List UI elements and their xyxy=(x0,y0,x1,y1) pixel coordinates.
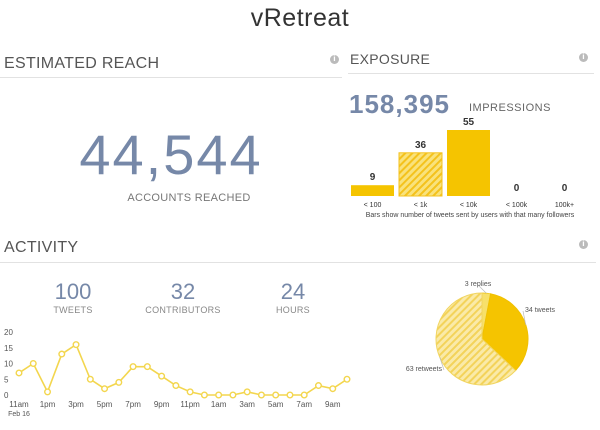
pie-label-leader xyxy=(477,284,487,294)
bar-chart-note: Bars show number of tweets sent by users… xyxy=(365,212,575,219)
y-tick-label: 10 xyxy=(4,360,13,369)
data-point xyxy=(314,382,322,390)
bar xyxy=(447,130,490,196)
info-icon[interactable]: i xyxy=(579,240,588,249)
impressions-label: IMPRESSIONS xyxy=(469,102,551,114)
x-tick-label: 3am xyxy=(239,400,255,409)
bar-category-label: 100k+ xyxy=(555,202,574,209)
activity-heading: ACTIVITY xyxy=(4,239,79,256)
data-point xyxy=(186,388,194,396)
tweets-stat-label: TWEETS xyxy=(53,305,93,315)
x-tick-label: 3pm xyxy=(68,400,84,409)
x-tick-label: 5am xyxy=(268,400,284,409)
x-tick-label: 7pm xyxy=(125,400,141,409)
data-point xyxy=(72,341,80,349)
x-tick-label: 11pm xyxy=(180,400,200,409)
pie-slice xyxy=(481,293,529,372)
contributors-stat-label: CONTRIBUTORS xyxy=(145,305,221,315)
pie-slice xyxy=(435,292,517,386)
data-point xyxy=(343,375,351,383)
section-divider xyxy=(0,262,596,263)
pie-slice-label: 63 retweets xyxy=(406,366,443,373)
y-tick-label: 5 xyxy=(4,375,9,384)
x-tick-label: 11am xyxy=(9,400,29,409)
data-point xyxy=(215,391,223,399)
y-tick-label: 15 xyxy=(4,344,13,353)
x-tick-label: 9am xyxy=(325,400,341,409)
data-point xyxy=(158,372,166,380)
bar-value-label: 9 xyxy=(370,172,376,183)
section-divider xyxy=(348,73,594,74)
follower-bar-chart: 9 < 100 36 < 1k 55 < 10k 0 < 100k 0 100k+ xyxy=(351,118,574,209)
bar-value-label: 0 xyxy=(562,183,568,194)
tweet-type-pie-chart: 3 replies 34 tweets 63 retweets xyxy=(406,281,555,386)
data-point xyxy=(44,388,52,396)
bar-category-label: < 100 xyxy=(364,202,382,209)
pie-slice-label: 34 tweets xyxy=(525,307,555,314)
bar-value-label: 36 xyxy=(415,140,427,151)
y-tick-label: 0 xyxy=(4,391,9,400)
exposure-heading: EXPOSURE xyxy=(350,51,431,67)
x-tick-label: 5pm xyxy=(97,400,113,409)
pie-label-leader xyxy=(439,357,445,371)
contributors-stat-value: 32 xyxy=(170,279,196,304)
data-point xyxy=(300,391,308,399)
data-point xyxy=(29,360,37,368)
x-tick-label: 9pm xyxy=(154,400,170,409)
data-point xyxy=(15,369,23,377)
activity-series-line xyxy=(18,343,348,396)
accounts-reached-caption: ACCOUNTS REACHED xyxy=(127,192,251,204)
section-divider xyxy=(0,77,342,78)
impressions-value: 158,395 xyxy=(349,89,450,119)
x-date-label: Feb 16 xyxy=(8,411,30,418)
data-point xyxy=(272,391,280,399)
bar-category-label: < 100k xyxy=(506,202,528,209)
pie-label-leader xyxy=(522,310,527,325)
accounts-reached-value: 44,544 xyxy=(79,123,263,186)
data-point xyxy=(58,350,66,358)
data-point xyxy=(129,363,137,371)
data-point xyxy=(286,391,294,399)
hours-stat-label: HOURS xyxy=(275,305,310,315)
data-point xyxy=(200,391,208,399)
page-title: vRetreat xyxy=(250,4,350,32)
bar xyxy=(398,152,443,197)
bar-category-label: < 10k xyxy=(460,202,478,209)
pie-slice-label: 3 replies xyxy=(465,281,492,288)
info-icon[interactable]: i xyxy=(330,55,339,64)
tweets-stat-value: 100 xyxy=(54,279,92,304)
x-tick-label: 1am xyxy=(211,400,227,409)
info-icon[interactable]: i xyxy=(579,53,588,62)
data-point xyxy=(172,382,180,390)
bar-value-label: 55 xyxy=(463,118,475,128)
bar-value-label: 0 xyxy=(514,183,520,194)
bar xyxy=(351,185,394,196)
data-point xyxy=(229,391,237,399)
data-point xyxy=(143,363,151,371)
data-point xyxy=(329,385,337,393)
x-tick-label: 7am xyxy=(296,400,312,409)
data-point xyxy=(243,388,251,396)
activity-line-chart: 0 5 10 15 20 11am 1pm 3pm 5pm 7pm 9pm 11pm 1am 3am 5am… xyxy=(4,328,351,418)
data-point xyxy=(86,375,94,383)
data-point xyxy=(101,385,109,393)
data-point xyxy=(257,391,265,399)
data-point xyxy=(115,378,123,386)
estimated-reach-heading: ESTIMATED REACH xyxy=(4,55,160,72)
x-tick-label: 1pm xyxy=(40,400,56,409)
y-tick-label: 20 xyxy=(4,328,13,337)
hours-stat-value: 24 xyxy=(280,279,306,304)
bar-category-label: < 1k xyxy=(414,202,428,209)
